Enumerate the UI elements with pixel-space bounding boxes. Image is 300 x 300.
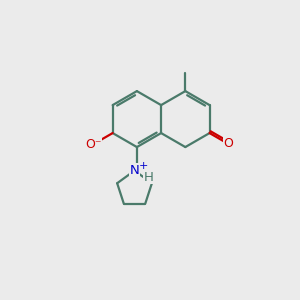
Text: +: + <box>139 161 148 171</box>
Text: N: N <box>130 164 140 177</box>
Text: O: O <box>223 137 233 150</box>
Text: H: H <box>144 171 154 184</box>
Text: O⁻: O⁻ <box>85 138 101 151</box>
